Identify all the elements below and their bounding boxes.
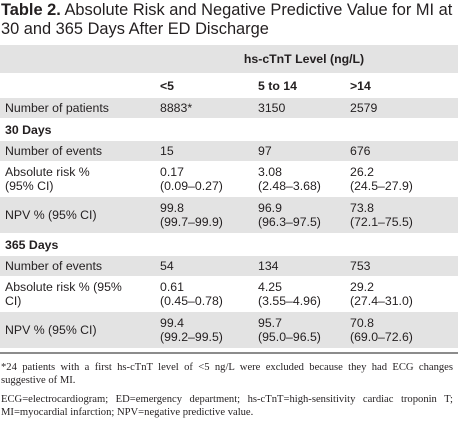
table-cell: 73.8 (72.1–75.5) [346, 197, 458, 233]
table-cell: 753 [346, 256, 458, 276]
table-cell: 96.9 (96.3–97.5) [252, 197, 346, 233]
cell-value: 3.08 [258, 165, 282, 179]
cell-ci: (95.0–96.5) [258, 330, 321, 344]
cell-ci: (72.1–75.5) [350, 215, 413, 229]
table-cell: 8883* [153, 98, 252, 118]
row-label-line: (95% CI) [5, 179, 54, 193]
header-empty-cell [0, 73, 153, 98]
table-row: Number of events 54 134 753 [0, 256, 458, 276]
table-cell: 99.4 (99.2–99.5) [153, 312, 252, 348]
table-cell: 54 [153, 256, 252, 276]
cell-ci: (2.48–3.68) [258, 179, 321, 193]
table-row: Absolute risk % (95% CI) 0.61 (0.45–0.78) … [0, 276, 458, 312]
table-cell: 70.8 (69.0–72.6) [346, 312, 458, 348]
cell-ci: (99.7–99.9) [160, 215, 223, 229]
table-cell: 4.25 (3.55–4.96) [252, 276, 346, 312]
table-cell: 0.17 (0.09–0.27) [153, 161, 252, 197]
table-row: NPV % (95% CI) 99.4 (99.2–99.5) 95.7 (95.0… [0, 312, 458, 348]
cell-value: 70.8 [350, 316, 374, 330]
table-row: NPV % (95% CI) 99.8 (99.7–99.9) 96.9 (96.3… [0, 197, 458, 233]
cell-value: 96.9 [258, 201, 282, 215]
row-label-line: Absolute risk % (95% [5, 280, 122, 294]
table-cell: 3150 [252, 98, 346, 118]
cell-value: 29.2 [350, 280, 374, 294]
cell-value: 73.8 [350, 201, 374, 215]
footnote-asterisk: *24 patients with a first hs-cTnT level … [1, 362, 453, 386]
section-title: 365 Days [5, 237, 59, 252]
section-title: 30 Days [5, 122, 52, 137]
table-cell: 3.08 (2.48–3.68) [252, 161, 346, 197]
results-table: hs-cTnT Level (ng/L) <5 5 to 14 >14 Numb… [0, 45, 458, 348]
row-label: Number of patients [0, 98, 153, 118]
table-bottom-rule [0, 352, 458, 354]
row-label: Absolute risk % (95% CI) [0, 276, 153, 312]
cell-ci: (27.4–31.0) [350, 294, 413, 308]
table-number: Table 2. [1, 1, 61, 19]
table-cell: 97 [252, 141, 346, 161]
table-cell: 95.7 (95.0–96.5) [252, 312, 346, 348]
column-header-lt5: <5 [160, 78, 175, 93]
row-label: NPV % (95% CI) [0, 312, 153, 348]
table-title: Table 2. Absolute Risk and Negative Pred… [1, 1, 457, 39]
table-cell: 29.2 (27.4–31.0) [346, 276, 458, 312]
cell-ci: (0.09–0.27) [160, 179, 223, 193]
section-header-row: 30 Days [0, 118, 458, 141]
table-caption: Absolute Risk and Negative Predictive Va… [1, 1, 453, 38]
row-label: Number of events [0, 141, 153, 161]
row-label-line: Absolute risk % [5, 165, 90, 179]
table-cell: 15 [153, 141, 252, 161]
table-cell: 99.8 (99.7–99.9) [153, 197, 252, 233]
cell-value: 99.4 [160, 316, 184, 330]
cell-ci: (96.3–97.5) [258, 215, 321, 229]
footnote-abbreviations: ECG=electrocardiogram; ED=emergency depa… [1, 394, 453, 418]
column-header-5to14: 5 to 14 [258, 78, 297, 93]
row-label: Absolute risk % (95% CI) [0, 161, 153, 197]
table-cell: 2579 [346, 98, 458, 118]
row-label-line: CI) [5, 294, 22, 308]
row-label: Number of events [0, 256, 153, 276]
header-group-row: hs-cTnT Level (ng/L) [0, 45, 458, 73]
cell-ci: (3.55–4.96) [258, 294, 321, 308]
table-cell: 676 [346, 141, 458, 161]
cell-ci: (99.2–99.5) [160, 330, 223, 344]
header-group-label: hs-cTnT Level (ng/L) [0, 45, 458, 73]
row-label: NPV % (95% CI) [0, 197, 153, 233]
table-cell: 26.2 (24.5–27.9) [346, 161, 458, 197]
cell-value: 26.2 [350, 165, 374, 179]
cell-value: 95.7 [258, 316, 282, 330]
table-row: Number of patients 8883* 3150 2579 [0, 98, 458, 118]
column-header-gt14: >14 [350, 78, 371, 93]
table-cell: 134 [252, 256, 346, 276]
cell-ci: (0.45–0.78) [160, 294, 223, 308]
cell-value: 0.61 [160, 280, 184, 294]
cell-ci: (24.5–27.9) [350, 179, 413, 193]
table-cell: 0.61 (0.45–0.78) [153, 276, 252, 312]
section-header-row: 365 Days [0, 233, 458, 256]
table-row: Absolute risk % (95% CI) 0.17 (0.09–0.27) … [0, 161, 458, 197]
cell-value: 99.8 [160, 201, 184, 215]
table-row: Number of events 15 97 676 [0, 141, 458, 161]
cell-ci: (69.0–72.6) [350, 330, 413, 344]
cell-value: 4.25 [258, 280, 282, 294]
cell-value: 0.17 [160, 165, 184, 179]
header-columns-row: <5 5 to 14 >14 [0, 73, 458, 98]
